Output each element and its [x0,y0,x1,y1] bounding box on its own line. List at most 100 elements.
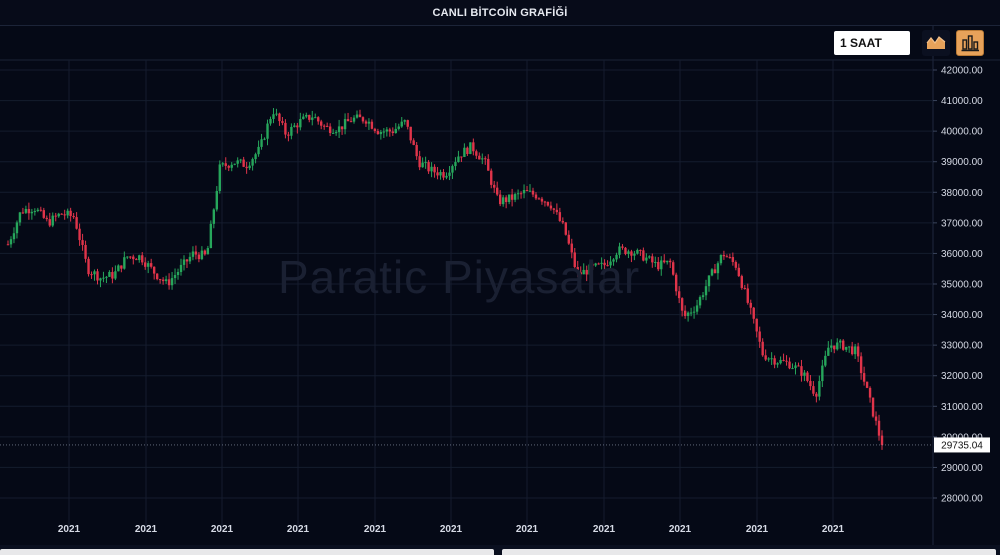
x-tick-label: 2021 [135,524,158,535]
candle [579,266,582,280]
candle [311,110,314,126]
candle [245,161,248,174]
candle [606,260,609,267]
candle [594,262,597,267]
candle [209,220,213,249]
candle [27,202,31,220]
candle [138,254,141,263]
candle [630,249,633,263]
candle [513,192,517,203]
x-tick-label: 2021 [440,524,463,535]
candle [394,123,397,134]
candle [731,252,735,266]
candle [510,188,514,207]
candlestick-chart-button[interactable] [956,30,984,56]
candle [463,143,466,158]
candle [519,191,523,199]
candle [191,246,195,261]
interval-select[interactable]: 1 SAAT [834,31,910,55]
candle [144,257,147,270]
candle [677,286,681,304]
y-tick-label: 33000.00 [941,341,983,352]
candle [30,208,34,220]
candle [776,362,779,368]
candle [633,250,636,261]
candle [582,263,585,275]
candle [370,119,374,130]
candle [314,113,317,119]
candle [60,213,63,215]
candle [6,240,10,246]
candle [418,150,421,171]
candle [260,133,263,150]
candle [203,249,207,256]
candle [379,129,383,140]
candle [54,212,57,222]
candle [45,215,48,222]
candle [403,119,406,125]
candle [454,157,457,171]
candle [361,116,365,124]
candle [767,357,770,362]
candle [800,359,803,382]
candle [161,277,165,285]
candle [200,246,204,261]
candle [48,212,51,228]
candle [612,258,615,266]
candle [269,116,272,126]
candle [296,122,299,134]
candle [877,414,881,441]
candle [293,122,296,128]
candle [182,255,186,271]
x-tick-label: 2021 [364,524,387,535]
candle [618,242,621,259]
candle [194,245,198,260]
candle [880,430,884,450]
candle [266,119,269,146]
chart-grid [0,26,1000,545]
candle [439,169,442,180]
candle [794,362,797,375]
candle [448,166,451,181]
candle [830,339,833,353]
candle [69,207,72,222]
candle [400,117,403,128]
candle [114,265,117,281]
candle [155,273,159,281]
candle [117,264,120,272]
candle [827,341,830,356]
candle [72,213,75,219]
candle [248,162,251,170]
candle [797,362,800,367]
candle [239,158,242,164]
candle [764,349,767,362]
candle [185,258,189,268]
candle [388,127,392,137]
candle [373,127,377,134]
candle [397,123,400,131]
candle [108,270,111,278]
candle [698,295,702,309]
candle [761,338,764,357]
candle [531,187,535,198]
candle [87,256,90,277]
candle [123,251,126,270]
y-tick-label: 39000.00 [941,157,983,168]
candle [146,260,150,274]
candlestick-chart[interactable]: 28000.0029000.0030000.0031000.0032000.00… [0,26,1000,545]
bar-chart-icon [961,35,979,52]
area-chart-button[interactable] [922,30,950,56]
candle [779,356,782,365]
candle [475,149,478,159]
candle [409,126,412,144]
candle [803,369,806,382]
candle [233,163,236,166]
candle [478,152,481,160]
candle [412,138,415,146]
candle [302,113,305,120]
candle [734,260,738,271]
candle [591,262,594,270]
candle [334,130,338,136]
candle [845,346,848,353]
candle [308,114,311,123]
